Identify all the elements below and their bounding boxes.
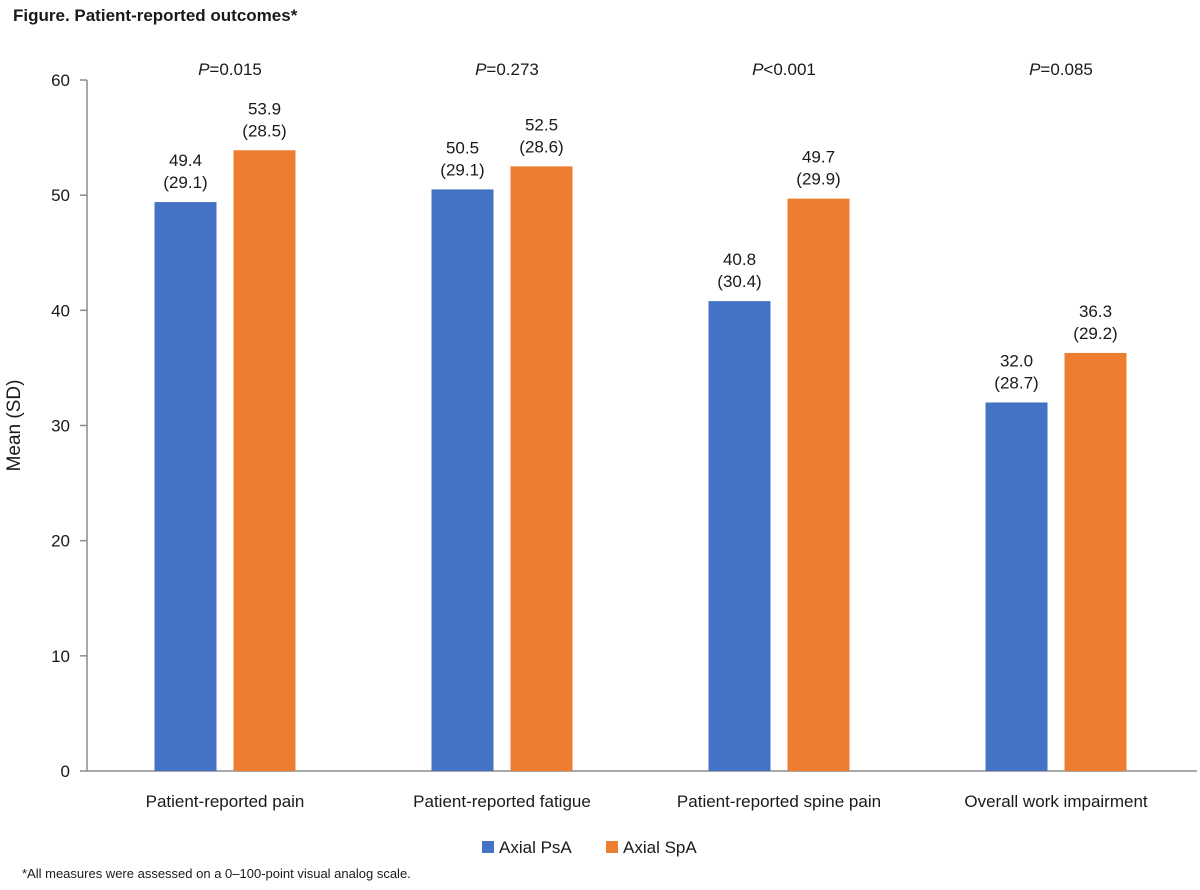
bar-axial-psa xyxy=(431,189,494,772)
data-label-mean: 49.7 xyxy=(802,148,835,167)
data-label-sd: (28.5) xyxy=(242,121,286,140)
bar-axial-spa xyxy=(1064,352,1127,771)
chart-title: Figure. Patient-reported outcomes* xyxy=(13,6,298,25)
bar-axial-psa xyxy=(154,202,217,771)
data-label-sd: (28.6) xyxy=(519,137,563,156)
y-axis: 0 10 20 30 40 50 60 Mean (SD) xyxy=(4,71,88,781)
x-tick-label: Patient-reported pain xyxy=(146,792,305,811)
p-value-label: P<0.001 xyxy=(752,60,816,79)
p-value-label: P=0.085 xyxy=(1029,60,1093,79)
y-tick-label: 50 xyxy=(51,186,70,205)
data-label-mean: 40.8 xyxy=(723,250,756,269)
y-tick-label: 0 xyxy=(61,762,70,781)
data-labels: 49.4 (29.1) 50.5 (29.1) 40.8 (30.4) 32.0 (28.7)… xyxy=(163,99,1117,392)
y-axis-title: Mean (SD) xyxy=(4,380,25,472)
bar-axial-psa xyxy=(708,301,771,771)
data-label-mean: 49.4 xyxy=(169,151,202,170)
legend-label: Axial SpA xyxy=(623,838,697,857)
p-values: P=0.015 P=0.273 P<0.001 P=0.085 xyxy=(198,60,1093,79)
bar-axial-psa xyxy=(985,402,1048,771)
legend: Axial PsA Axial SpA xyxy=(482,838,697,857)
data-label-mean: 52.5 xyxy=(525,115,558,134)
data-label-sd: (30.4) xyxy=(717,272,761,291)
footnote: *All measures were assessed on a 0–100-p… xyxy=(22,866,411,881)
data-label-mean: 32.0 xyxy=(1000,351,1033,370)
legend-swatch xyxy=(606,841,618,853)
y-tick-label: 10 xyxy=(51,647,70,666)
p-value-label: P=0.015 xyxy=(198,60,262,79)
p-value-label: P=0.273 xyxy=(475,60,539,79)
x-axis: Patient-reported pain Patient-reported fa… xyxy=(87,770,1197,811)
y-tick-label: 40 xyxy=(51,301,70,320)
data-label-sd: (29.1) xyxy=(163,173,207,192)
y-tick-label: 30 xyxy=(51,417,70,436)
bars xyxy=(154,150,1127,772)
data-label-sd: (29.2) xyxy=(1073,324,1117,343)
data-label-mean: 50.5 xyxy=(446,138,479,157)
legend-swatch xyxy=(482,841,494,853)
bar-axial-spa xyxy=(787,198,850,771)
y-tick-label: 20 xyxy=(51,532,70,551)
x-tick-label: Patient-reported spine pain xyxy=(677,792,881,811)
data-label-sd: (28.7) xyxy=(994,373,1038,392)
data-label-sd: (29.9) xyxy=(796,170,840,189)
bar-axial-spa xyxy=(233,150,296,772)
data-label-sd: (29.1) xyxy=(440,160,484,179)
y-tick-label: 60 xyxy=(51,71,70,90)
data-label-mean: 36.3 xyxy=(1079,302,1112,321)
data-label-mean: 53.9 xyxy=(248,99,281,118)
x-tick-label: Patient-reported fatigue xyxy=(413,792,591,811)
x-tick-label: Overall work impairment xyxy=(964,792,1148,811)
bar-axial-spa xyxy=(510,166,573,771)
legend-label: Axial PsA xyxy=(499,838,572,857)
